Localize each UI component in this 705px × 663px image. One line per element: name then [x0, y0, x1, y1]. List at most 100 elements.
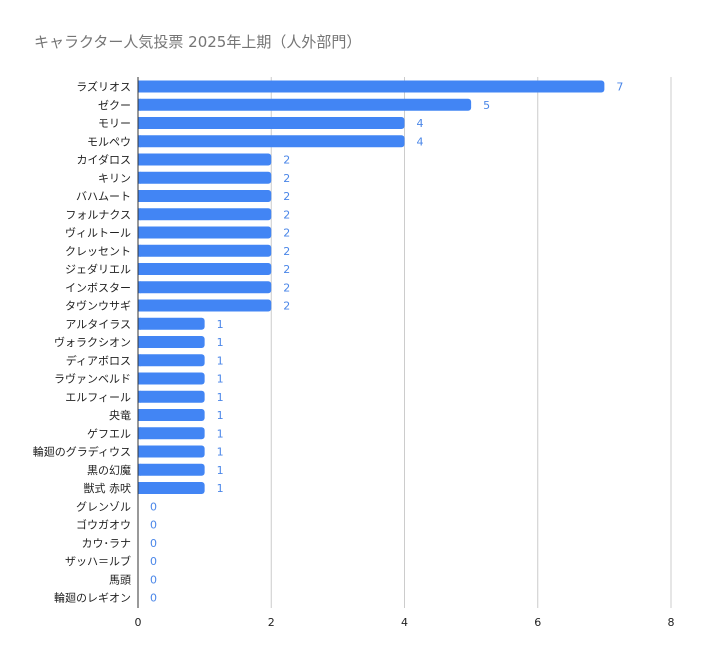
value-label: 1 [217, 446, 224, 459]
bar [138, 208, 272, 221]
value-label: 1 [217, 373, 224, 386]
value-label: 1 [217, 354, 224, 367]
x-tick-label: 8 [668, 616, 675, 629]
value-label: 2 [283, 154, 290, 167]
bar [138, 244, 272, 257]
x-tick-label: 0 [135, 616, 142, 629]
bar-base [138, 135, 141, 148]
category-label: クレッセント [65, 245, 131, 258]
bar-base [138, 463, 141, 476]
bar [138, 390, 205, 403]
bar-base [138, 390, 141, 403]
category-label: エルフィール [65, 391, 131, 404]
bar-base [138, 208, 141, 221]
value-label: 1 [217, 336, 224, 349]
value-label: 0 [150, 573, 157, 586]
bar [138, 336, 205, 348]
bar [138, 372, 205, 385]
bar [138, 445, 205, 458]
bar-base [138, 190, 141, 202]
category-label: タヴンウサギ [65, 299, 131, 313]
category-label: 輪廻のグラディウス [33, 445, 131, 459]
bar-base [138, 244, 141, 257]
bar [138, 117, 405, 129]
category-label: インボスター [65, 281, 131, 294]
category-label: ヴィルトール [65, 226, 131, 240]
category-label: モリー [98, 117, 131, 130]
value-label: 2 [283, 263, 290, 276]
bar-base [138, 171, 141, 184]
bar-base [138, 153, 141, 166]
value-label: 1 [217, 391, 224, 404]
bar-base [138, 409, 141, 421]
bar [138, 171, 272, 184]
bar-base [138, 263, 141, 275]
axes: 0 2 4 6 8 [135, 77, 675, 629]
value-label: 5 [483, 99, 490, 112]
value-label: 1 [217, 318, 224, 331]
bar-base [138, 445, 141, 458]
bar [138, 226, 272, 239]
bar [138, 299, 272, 312]
bar [138, 427, 205, 440]
category-label: 馬頭 [109, 573, 131, 586]
value-label: 0 [150, 500, 157, 513]
bar [138, 409, 205, 421]
bar [138, 135, 405, 148]
bar [138, 354, 205, 367]
category-label: キリン [98, 172, 131, 185]
bar-base [138, 482, 141, 494]
bar-base [138, 98, 141, 111]
bar [138, 98, 472, 111]
value-label: 4 [417, 135, 424, 148]
category-label: モルペウ [87, 135, 131, 148]
bar-base [138, 427, 141, 440]
category-label: カウ･ラナ [82, 537, 132, 550]
x-tick-label: 2 [268, 616, 275, 629]
bar-base [138, 299, 141, 312]
chart-title: キャラクター人気投票 2025年上期（人外部門） [34, 33, 362, 51]
value-label: 1 [217, 409, 224, 422]
bar [138, 281, 272, 294]
category-label: 央竜 [109, 408, 131, 422]
value-label: 0 [150, 519, 157, 532]
category-label: ゲフエル [87, 427, 131, 440]
value-label: 2 [283, 227, 290, 240]
value-label: 1 [217, 482, 224, 495]
bar-base [138, 281, 141, 294]
value-label: 2 [283, 245, 290, 258]
x-tick-label: 6 [534, 616, 541, 629]
value-label: 0 [150, 592, 157, 605]
value-label: 4 [417, 117, 424, 130]
bar-base [138, 372, 141, 385]
bar-base [138, 117, 141, 129]
category-label: ザッハ＝ルブ [65, 554, 131, 568]
bar [138, 463, 205, 476]
bar [138, 317, 205, 330]
category-label: フォルナクス [65, 208, 131, 221]
bar-base [138, 226, 141, 239]
value-label: 2 [283, 172, 290, 185]
value-label: 1 [217, 464, 224, 477]
bar [138, 80, 605, 93]
category-label: ディアボロス [66, 353, 131, 367]
value-label: 2 [283, 190, 290, 203]
category-label: カイダロス [76, 153, 131, 167]
bar [138, 482, 205, 494]
category-label: 獣式 赤吠 [84, 481, 132, 495]
category-label: ヴォラクシオン [54, 335, 131, 349]
labels: ラズリオス 7 ゼクー 5 モリー 4 モルペウ 4 カイダロス 2 キリン 2 バハムート 2 フォルナク… [33, 80, 624, 605]
x-tick-label: 4 [401, 616, 408, 629]
value-label: 7 [616, 81, 623, 94]
bar [138, 153, 272, 166]
bar-base [138, 336, 141, 348]
bar-base [138, 317, 141, 330]
category-label: ラヴァンベルド [54, 372, 131, 386]
category-label: ゼクー [98, 99, 131, 112]
value-label: 0 [150, 537, 157, 550]
bar [138, 263, 272, 275]
category-label: ラズリオス [76, 80, 131, 94]
value-label: 2 [283, 281, 290, 294]
category-label: 黒の幻魔 [87, 463, 131, 477]
bar-base [138, 80, 141, 93]
